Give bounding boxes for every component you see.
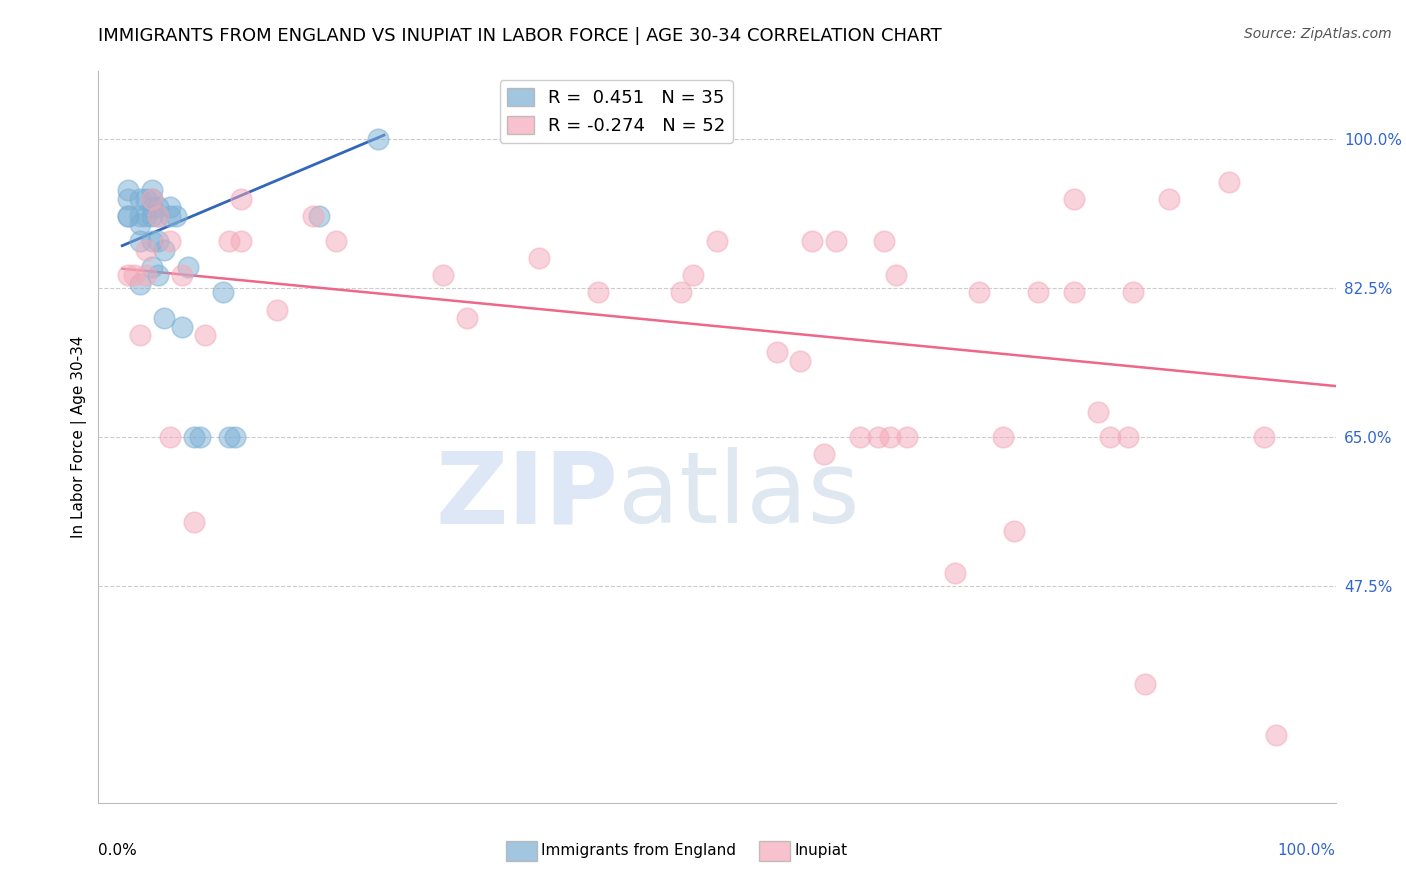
Point [129,209,152,223]
Point [176,260,198,274]
Point [1253,430,1275,444]
Point [967,285,990,300]
Point [117,183,139,197]
Point [813,447,835,461]
Point [1026,285,1049,300]
Point [872,235,894,249]
Point [218,235,240,249]
Point [141,192,163,206]
Point [1098,430,1121,444]
Point [432,268,454,283]
Point [825,235,848,249]
Point [146,209,169,223]
Point [141,260,163,274]
Point [135,268,157,283]
Text: 100.0%: 100.0% [1278,843,1336,858]
Point [991,430,1014,444]
Point [879,430,901,444]
Point [884,268,907,283]
Point [1087,404,1109,418]
Point [141,235,163,249]
Point [159,209,181,223]
Point [122,268,145,283]
Point [135,243,157,257]
Point [1116,430,1139,444]
Point [706,235,728,249]
Point [943,566,966,581]
Point [1218,175,1240,189]
Point [1122,285,1144,300]
Point [194,328,217,343]
Point [146,235,169,249]
Point [129,277,152,291]
Point [117,192,139,206]
Point [117,209,139,223]
Point [212,285,235,300]
Point [1063,285,1085,300]
Point [159,201,181,215]
Text: IMMIGRANTS FROM ENGLAND VS INUPIAT IN LABOR FORCE | AGE 30-34 CORRELATION CHART: IMMIGRANTS FROM ENGLAND VS INUPIAT IN LA… [98,27,942,45]
Point [146,201,169,215]
Point [866,430,889,444]
Point [183,515,205,529]
Point [224,430,246,444]
Point [117,209,139,223]
Point [896,430,918,444]
Point [266,302,288,317]
Point [141,209,163,223]
Point [682,268,704,283]
Point [129,328,152,343]
Point [146,268,169,283]
Text: atlas: atlas [619,447,859,544]
Point [801,235,824,249]
Point [218,430,240,444]
Point [141,201,163,215]
Text: ZIP: ZIP [436,447,619,544]
Point [671,285,693,300]
Legend: R =  0.451   N = 35, R = -0.274   N = 52: R = 0.451 N = 35, R = -0.274 N = 52 [499,80,733,143]
Point [586,285,609,300]
Point [129,235,152,249]
Point [325,235,347,249]
Point [141,183,163,197]
Point [183,430,205,444]
Point [129,192,152,206]
Point [308,209,330,223]
Point [135,192,157,206]
Text: Inupiat: Inupiat [794,844,848,858]
Point [1004,524,1026,538]
Point [527,252,550,266]
Point [188,430,211,444]
Point [367,132,389,146]
Point [159,430,181,444]
Point [170,268,193,283]
Point [117,268,139,283]
Text: Source: ZipAtlas.com: Source: ZipAtlas.com [1244,27,1392,41]
Text: Immigrants from England: Immigrants from England [541,844,737,858]
Point [456,311,478,326]
Point [135,209,157,223]
Point [165,209,187,223]
Point [1265,728,1288,742]
Point [170,319,193,334]
Point [141,192,163,206]
Point [301,209,323,223]
Point [849,430,872,444]
Point [231,235,253,249]
Point [1135,677,1157,691]
Point [153,311,176,326]
Point [129,218,152,232]
Point [146,209,169,223]
Point [765,345,787,359]
Point [1063,192,1085,206]
Point [789,353,811,368]
Point [231,192,253,206]
Point [1159,192,1181,206]
Point [159,235,181,249]
Text: 0.0%: 0.0% [98,843,138,858]
Point [153,243,176,257]
Y-axis label: In Labor Force | Age 30-34: In Labor Force | Age 30-34 [72,335,87,539]
